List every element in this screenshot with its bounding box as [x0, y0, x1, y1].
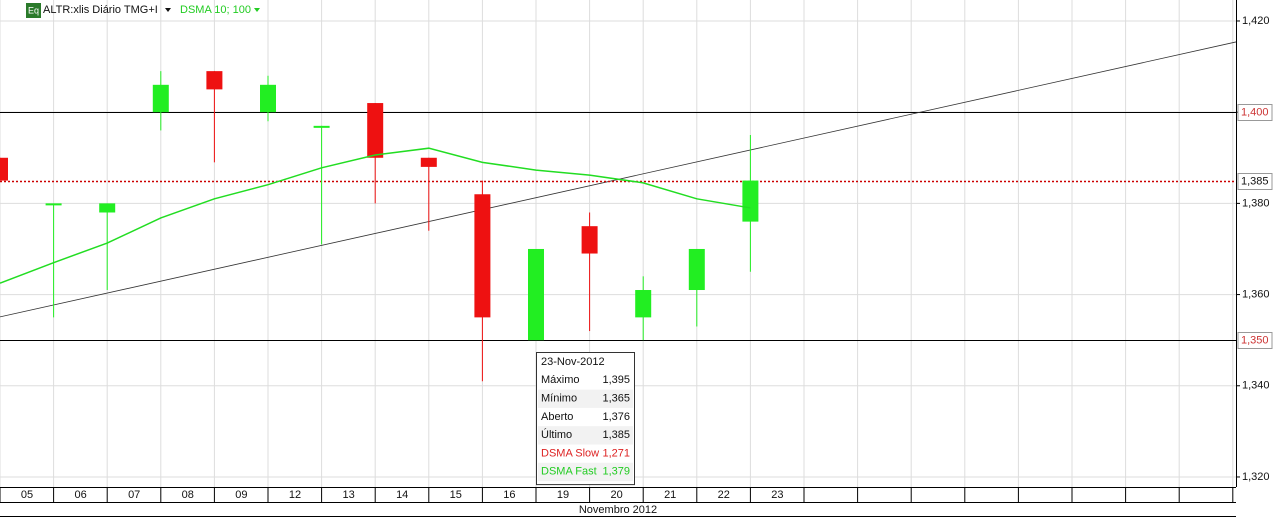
tooltip-row-bg	[538, 389, 633, 408]
tooltip-row-bg	[538, 426, 633, 445]
x-tick-label: 06	[74, 489, 86, 501]
candle-body	[99, 203, 116, 213]
y-tick-label: 1,320	[1242, 471, 1270, 483]
x-tick-label: 22	[718, 489, 730, 501]
x-tick-label: 09	[235, 489, 247, 501]
x-tick-label: 14	[396, 489, 408, 501]
candle-body	[528, 248, 544, 341]
tooltip: 23-Nov-2012 Máximo 1,395 Mínimo 1,365 Aberto 1…	[536, 352, 635, 486]
candle-body	[420, 157, 437, 167]
candle-body	[0, 157, 8, 181]
x-tick-label: 15	[450, 489, 462, 501]
tooltip-label: Máximo	[541, 374, 580, 386]
candle-body	[635, 290, 652, 318]
candle-body	[313, 125, 330, 128]
candle-body	[367, 103, 384, 158]
tooltip-label: Último	[541, 428, 572, 441]
tooltip-value: 1,385	[602, 429, 630, 441]
tooltip-value: 1,379	[602, 466, 630, 478]
candle-body	[206, 71, 223, 90]
y-tick-label: 1,420	[1242, 15, 1270, 27]
x-tick-label: 08	[182, 489, 194, 501]
tooltip-value: 1,376	[602, 411, 630, 423]
x-tick-label: 21	[664, 489, 676, 501]
plot	[0, 41, 1237, 382]
price-label: 1,350	[1241, 334, 1269, 346]
tooltip-value: 1,365	[602, 393, 630, 405]
x-tick-label: 07	[128, 489, 140, 501]
candle-body	[688, 248, 705, 291]
tooltip-value: 1,271	[602, 447, 630, 459]
candle-body	[581, 226, 598, 254]
symbol-badge-text: Eq	[28, 5, 39, 15]
tooltip-label: Mínimo	[541, 393, 577, 405]
indicator-line	[0, 147, 751, 284]
price-label-box	[1237, 332, 1273, 349]
x-tick-label: 20	[610, 489, 622, 501]
tooltip-label: Aberto	[541, 411, 573, 423]
candle-body	[474, 194, 491, 318]
chart-title[interactable]: ALTR:xlis Diário TMG+I	[43, 4, 158, 16]
tooltip-value: 1,395	[602, 374, 630, 386]
tooltip-box	[536, 352, 635, 486]
tooltip-label: DSMA Fast	[541, 466, 597, 478]
axis: 1,3201,3401,3601,3801,4001,4201,4001,350…	[0, 15, 1273, 502]
tooltip-label: DSMA Slow	[541, 447, 599, 459]
x-tick-label: 23	[771, 489, 783, 501]
indicator-label[interactable]: DSMA 10; 100	[180, 4, 251, 16]
price-label-box	[1237, 104, 1273, 121]
y-tick-label: 1,380	[1242, 197, 1270, 209]
dropdown-arrow[interactable]	[165, 8, 171, 12]
y-tick-label: 1,340	[1242, 380, 1270, 392]
price-label: 1,385	[1241, 175, 1269, 187]
x-tick-label: 16	[503, 489, 515, 501]
x-tick-label: 19	[557, 489, 569, 501]
price-label: 1,400	[1241, 106, 1269, 118]
x-tick-label: 05	[21, 489, 33, 501]
tooltip-row-bg	[538, 462, 633, 482]
x-tick-label: 12	[289, 489, 301, 501]
y-tick-label: 1,360	[1242, 288, 1270, 300]
symbol-badge[interactable]	[26, 3, 41, 18]
candle-body	[260, 84, 276, 113]
x-tick-label: 13	[342, 489, 354, 501]
candle-body	[45, 203, 62, 206]
candle-body	[742, 180, 759, 222]
tooltip-title: 23-Nov-2012	[541, 356, 605, 368]
dropdown-arrow[interactable]	[254, 8, 260, 12]
price-label-box	[1237, 173, 1273, 190]
x-axis-label: Novembro 2012	[579, 504, 657, 516]
candle-body	[152, 84, 169, 113]
